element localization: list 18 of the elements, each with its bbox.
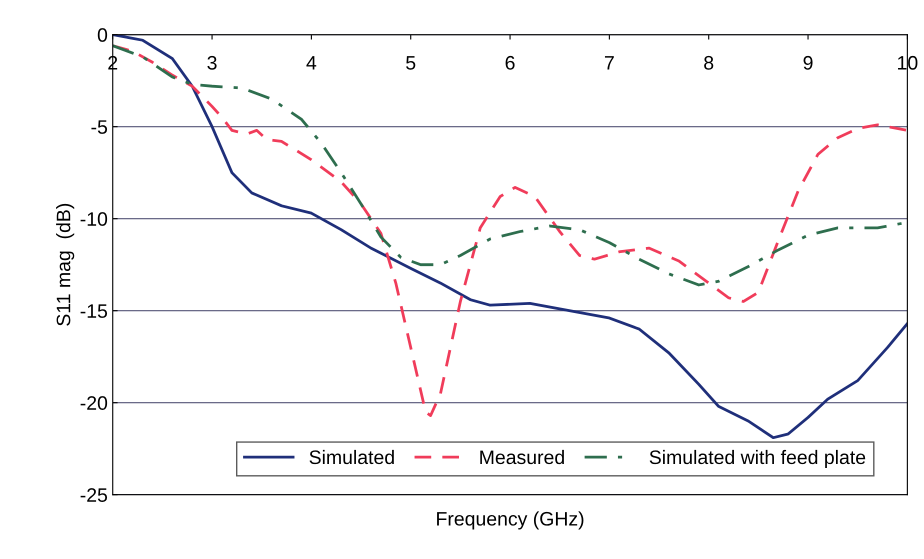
- legend-label: Measured: [480, 450, 564, 464]
- x-tick-label: 5: [406, 56, 416, 70]
- y-tick-label: -20: [80, 396, 108, 410]
- x-tick-label: 6: [506, 56, 515, 70]
- x-tick-label: 9: [804, 56, 813, 70]
- legend-label: Simulated with feed plate: [650, 450, 866, 468]
- y-axis-title: S11 mag (dB): [56, 204, 74, 326]
- y-tick-label: -10: [80, 212, 108, 226]
- x-tick-label: 7: [604, 56, 614, 70]
- x-axis-title: Frequency (GHz): [437, 511, 584, 530]
- x-tick-label: 3: [207, 56, 217, 70]
- x-tick-label: 8: [704, 56, 714, 70]
- x-tick-label: 4: [306, 56, 316, 70]
- legend-label: Simulated: [310, 450, 394, 464]
- y-tick-label: -5: [91, 120, 108, 134]
- y-tick-label: 0: [98, 28, 108, 42]
- y-tick-label: -25: [80, 488, 108, 502]
- y-tick-label: -15: [80, 304, 108, 318]
